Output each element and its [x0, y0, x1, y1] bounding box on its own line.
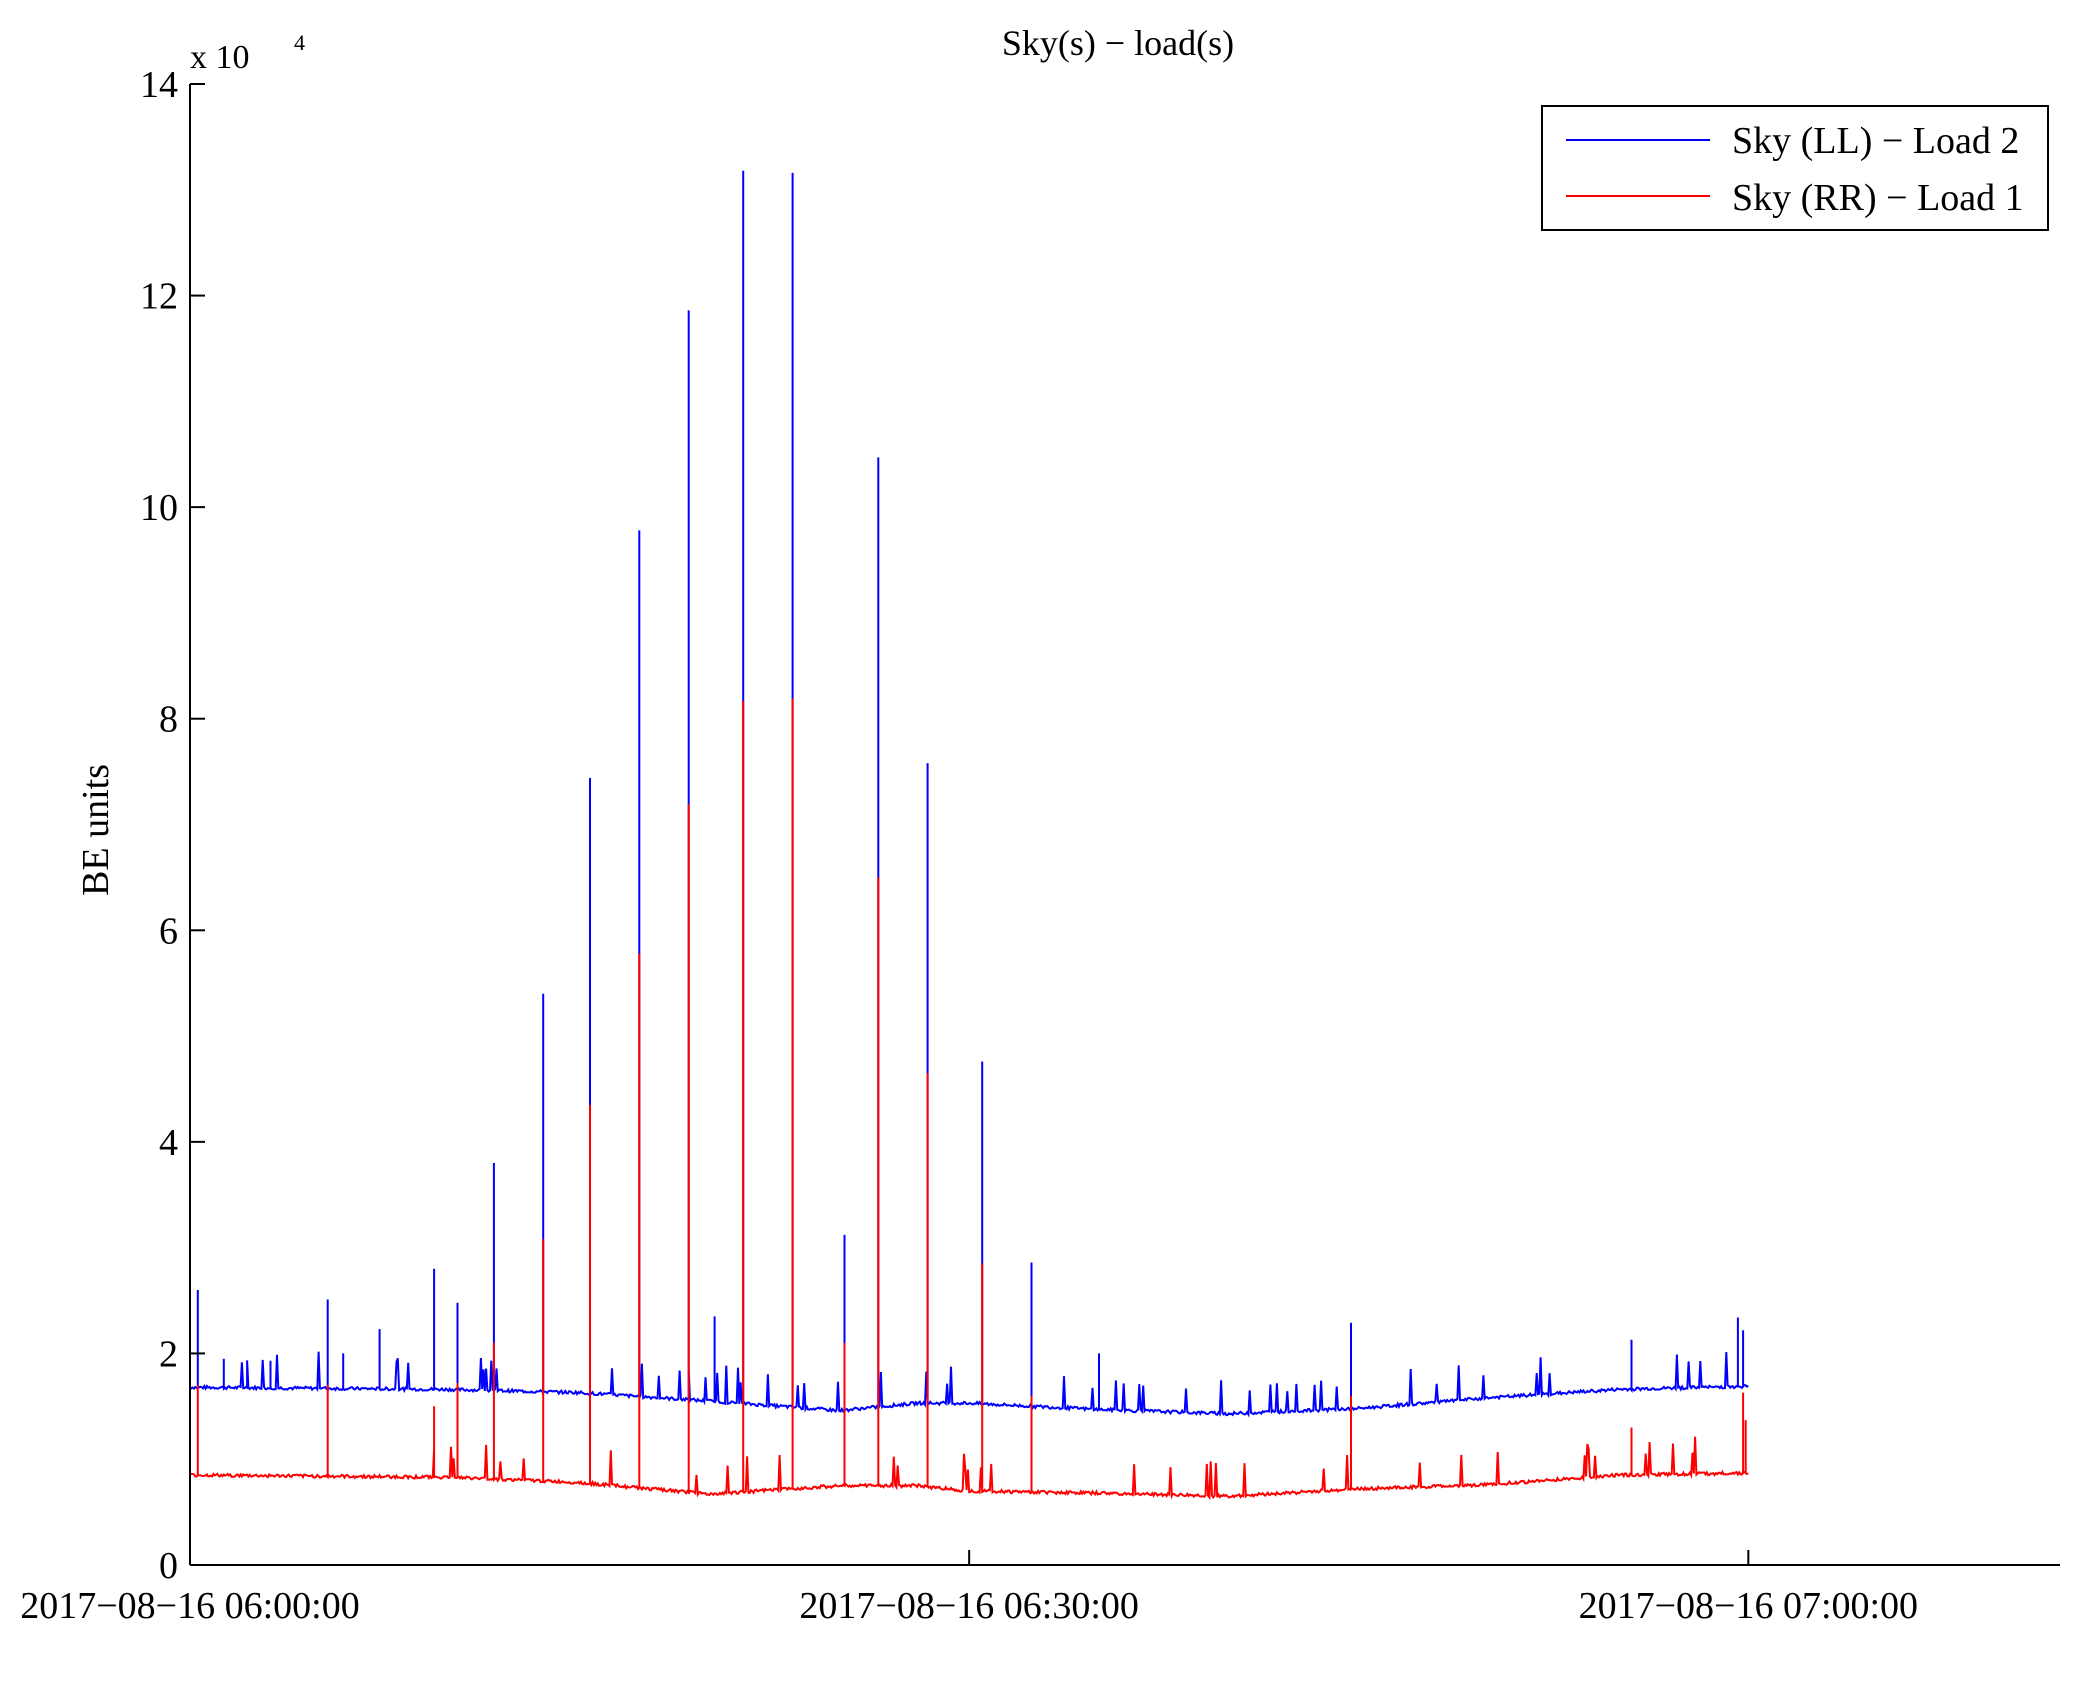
y-tick-label: 2 — [159, 1333, 178, 1375]
y-exponent: x 10 4 — [190, 30, 305, 76]
plot-lines — [189, 170, 1749, 1501]
y-tick-label: 4 — [159, 1122, 178, 1164]
y-ticks: 0 2 4 6 8 10 12 14 — [140, 64, 205, 1587]
x-tick-label: 2017−08−16 06:00:00 — [20, 1585, 359, 1627]
x-tick-label: 2017−08−16 07:00:00 — [1579, 1585, 1918, 1627]
y-tick-label: 12 — [140, 276, 178, 318]
legend: Sky (LL) − Load 2 Sky (RR) − Load 1 — [1541, 105, 2049, 231]
legend-label-ll: Sky (LL) − Load 2 — [1732, 120, 2019, 162]
y-exponent-base: x 10 — [190, 39, 250, 76]
x-tick-label: 2017−08−16 06:30:00 — [799, 1585, 1138, 1627]
chart-title: Sky(s) − load(s) — [1002, 23, 1234, 63]
series-line-sky-rr — [189, 698, 1749, 1501]
y-tick-label: 0 — [159, 1545, 178, 1587]
legend-label-rr: Sky (RR) − Load 1 — [1732, 177, 2024, 219]
y-tick-label: 14 — [140, 64, 178, 106]
legend-box — [1541, 105, 2049, 231]
y-tick-label: 10 — [140, 487, 178, 529]
x-ticks: 2017−08−16 06:00:00 2017−08−16 06:30:00 20… — [20, 1550, 1918, 1627]
y-exponent-power: 4 — [294, 30, 305, 55]
series-line-sky-ll — [189, 170, 1749, 1418]
y-axis-label: BE units — [75, 764, 117, 896]
y-tick-label: 6 — [159, 910, 178, 952]
axes — [189, 84, 2060, 1566]
y-tick-label: 8 — [159, 699, 178, 741]
